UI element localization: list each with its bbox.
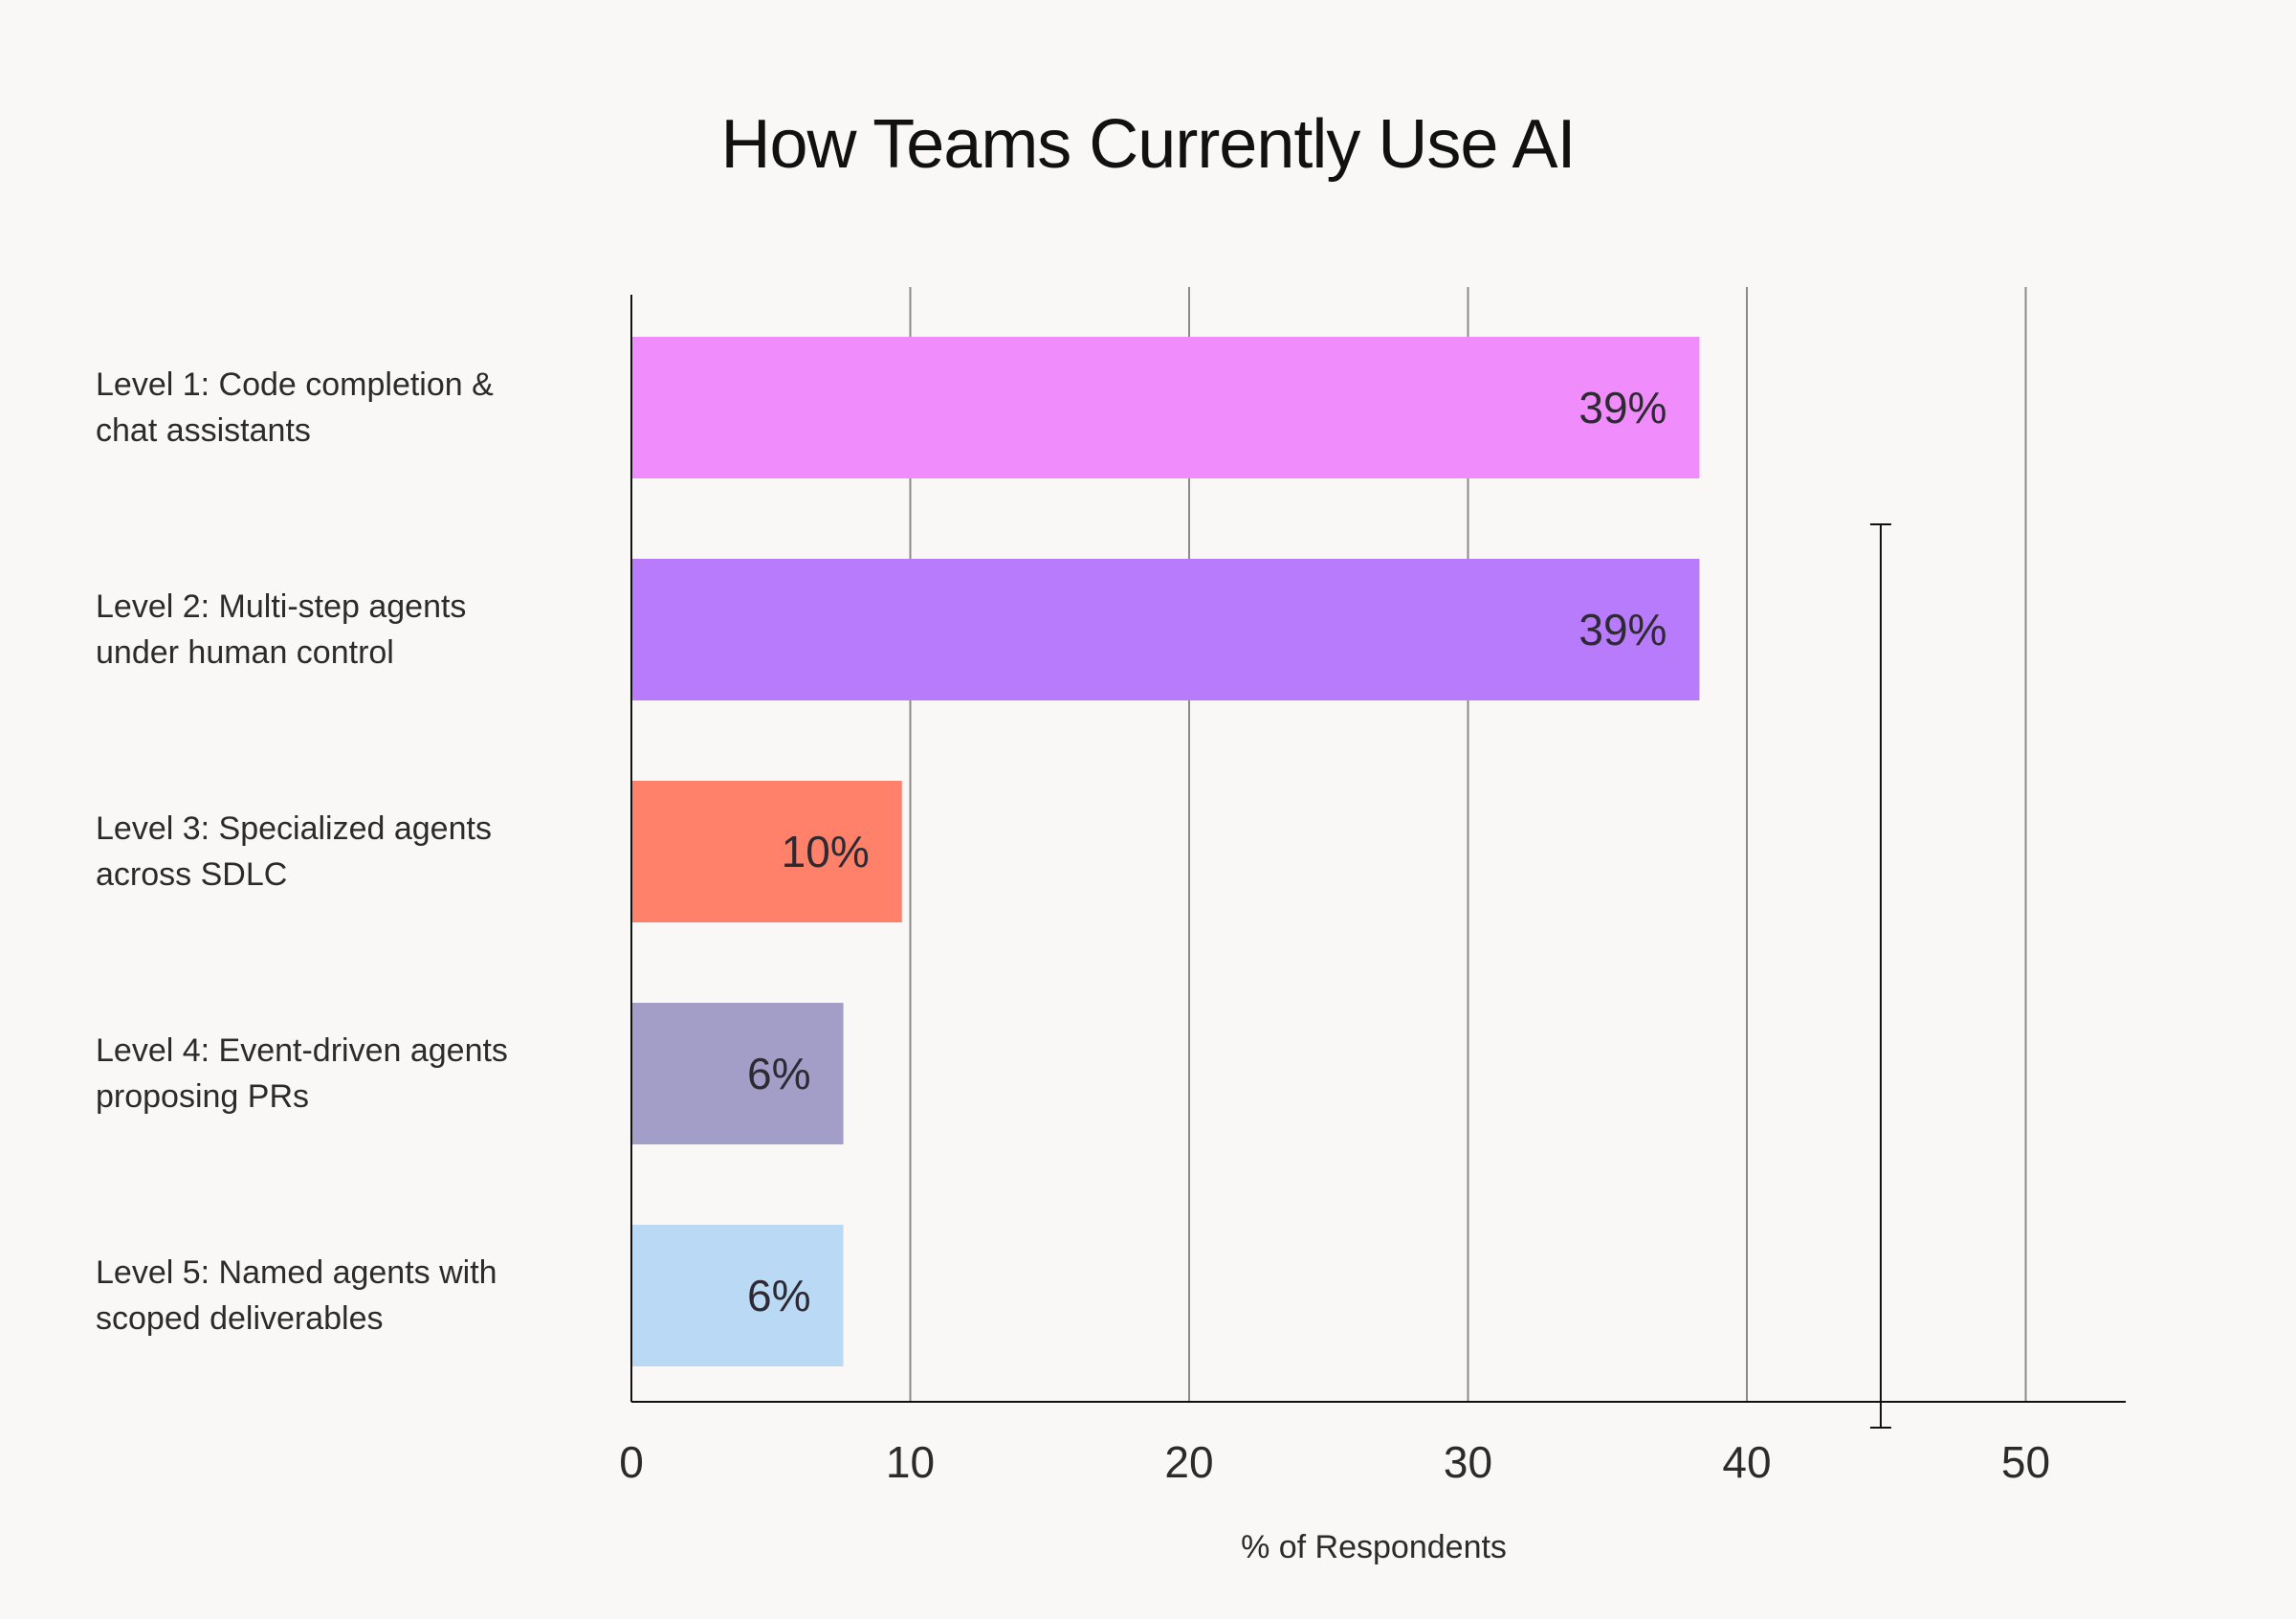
category-label-line: under human control [96, 634, 394, 671]
category-label-line: scoped deliverables [96, 1300, 384, 1337]
bar-level-5 [631, 1225, 844, 1366]
bar-level-3 [631, 781, 902, 922]
value-label-level-4: 6% [747, 1049, 810, 1098]
category-label-level-1: Level 1: Code completion & chat assistant… [96, 362, 593, 454]
chart-title: How Teams Currently Use AI [720, 106, 1577, 183]
x-tick-label-30: 30 [1444, 1437, 1492, 1487]
category-label-level-2: Level 2: Multi-step agents under human co… [96, 584, 593, 676]
bar-level-2 [631, 559, 1700, 700]
value-label-level-2: 39% [1578, 605, 1667, 654]
x-tick-label-10: 10 [886, 1437, 935, 1487]
category-label-line: Level 3: Specialized agents [96, 810, 492, 847]
value-label-level-5: 6% [747, 1271, 810, 1320]
category-label-line: across SDLC [96, 856, 288, 893]
category-label-level-5: Level 5: Named agents with scoped deliver… [96, 1250, 593, 1342]
x-tick-labels: 0 10 20 30 40 50 [619, 1437, 2050, 1487]
x-tick-label-0: 0 [619, 1437, 644, 1487]
axes [630, 295, 2126, 1429]
category-label-line: Level 5: Named agents with [96, 1254, 497, 1291]
category-label-line: proposing PRs [96, 1078, 310, 1115]
category-label-level-4: Level 4: Event-driven agents proposing PR… [96, 1028, 593, 1120]
category-label-level-3: Level 3: Specialized agents across SDLC [96, 806, 593, 898]
x-tick-label-20: 20 [1164, 1437, 1213, 1487]
category-label-line: Level 1: Code completion & [96, 366, 494, 403]
category-label-line: Level 4: Event-driven agents [96, 1032, 508, 1069]
category-label-line: Level 2: Multi-step agents [96, 588, 467, 625]
category-label-line: chat assistants [96, 412, 311, 449]
bar-level-4 [631, 1003, 844, 1144]
bar-level-1 [631, 337, 1700, 478]
bars [631, 337, 1700, 1366]
value-labels: 39% 39% 10% 6% 6% [747, 383, 1667, 1320]
x-tick-label-40: 40 [1722, 1437, 1771, 1487]
x-tick-label-50: 50 [2001, 1437, 2050, 1487]
value-label-level-3: 10% [782, 827, 870, 876]
value-label-level-1: 39% [1578, 383, 1667, 432]
x-axis-title: % of Respondents [1241, 1529, 1507, 1565]
